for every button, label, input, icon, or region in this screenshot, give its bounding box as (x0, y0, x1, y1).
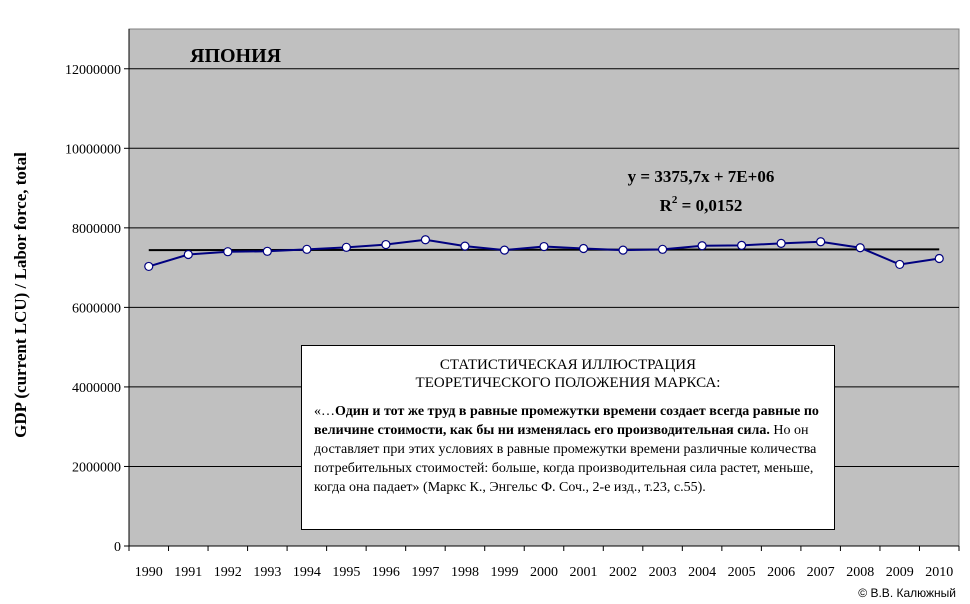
data-point (618, 245, 628, 255)
copyright: © В.В. Калюжный (858, 586, 956, 600)
data-point (262, 246, 272, 256)
data-point (934, 253, 944, 264)
note-heading: СТАТИСТИЧЕСКАЯ ИЛЛЮСТРАЦИЯ ТЕОРЕТИЧЕСКОГ… (314, 356, 822, 392)
quote-rest: Но он доставляет при этих условиях в рав… (314, 423, 817, 495)
marx-quote-box: СТАТИСТИЧЕСКАЯ ИЛЛЮСТРАЦИЯ ТЕОРЕТИЧЕСКОГ… (301, 345, 835, 530)
x-tick-label: 2006 (767, 565, 795, 580)
r-squared-label: R2 = 0,0152 (660, 194, 743, 215)
x-tick-label: 2004 (688, 565, 716, 580)
data-point (657, 244, 668, 254)
x-tick-label: 1996 (372, 565, 400, 580)
x-tick-label: 2010 (925, 565, 953, 580)
x-tick-label: 1990 (135, 565, 163, 580)
note-heading-line-1: СТАТИСТИЧЕСКАЯ ИЛЛЮСТРАЦИЯ (439, 357, 697, 373)
y-axis-title: GDP (current LCU) / Labor force, total (11, 152, 30, 438)
x-tick-label: 2002 (609, 565, 637, 580)
data-point (302, 244, 312, 254)
data-point (223, 247, 233, 257)
data-point (183, 249, 193, 260)
data-point (460, 241, 470, 251)
x-tick-label: 2003 (649, 565, 677, 580)
quote-open: «… (314, 404, 335, 419)
data-point (341, 242, 351, 252)
data-point (420, 235, 431, 245)
y-tick-labels: 0 2000000 4000000 6000000 8000000 10000000 120… (65, 63, 121, 555)
data-point (144, 261, 154, 272)
r2-superscript: 2 (672, 194, 678, 206)
x-tick-label: 1998 (451, 565, 479, 580)
note-heading-line-2: ТЕОРЕТИЧЕСКОГО ПОЛОЖЕНИЯ МАРКСА: (415, 375, 721, 391)
y-tick-label: 2000000 (72, 460, 121, 475)
chart-title: ЯПОНИЯ (190, 45, 282, 67)
y-tick-label: 4000000 (72, 381, 121, 396)
data-point (499, 245, 510, 255)
data-point (539, 241, 549, 252)
data-point (578, 243, 589, 254)
x-tick-label: 1991 (174, 565, 202, 580)
data-point (737, 240, 747, 250)
y-tick-label: 6000000 (72, 301, 121, 316)
x-tick-labels: 1990 1991 1992 1993 1994 1995 1996 1997 1998 1999… (135, 565, 953, 580)
x-tick-label: 1993 (253, 565, 281, 580)
data-point (381, 239, 391, 250)
x-tick-label: 2001 (570, 565, 598, 580)
y-tick-label: 8000000 (72, 222, 121, 237)
note-quote: «…Один и тот же труд в равные промежутки… (314, 402, 822, 497)
x-tick-label: 2000 (530, 565, 558, 580)
data-point (697, 241, 707, 251)
y-tick-label: 0 (114, 540, 121, 555)
y-tick-label: 10000000 (65, 142, 121, 157)
x-tick-label: 2007 (807, 565, 835, 580)
x-tick-label: 1992 (214, 565, 242, 580)
data-point (855, 243, 865, 253)
axes (128, 29, 960, 551)
x-tick-label: 1997 (411, 565, 439, 580)
x-tick-label: 1999 (490, 565, 518, 580)
trend-equation: y = 3375,7x + 7E+06 (628, 167, 775, 186)
data-point (776, 238, 786, 248)
r2-letter: R (660, 196, 673, 215)
quote-bold: Один и тот же труд в равные промежутки в… (314, 404, 819, 438)
data-points (144, 235, 944, 272)
r2-value: = 0,0152 (677, 196, 742, 215)
x-tick-label: 1995 (332, 565, 360, 580)
x-tick-label: 1994 (293, 565, 321, 580)
y-tick-label: 12000000 (65, 63, 121, 78)
data-point (816, 237, 826, 247)
x-tick-label: 2005 (728, 565, 756, 580)
x-tick-label: 2008 (846, 565, 874, 580)
x-tick-label: 2009 (886, 565, 914, 580)
data-point (895, 259, 905, 270)
